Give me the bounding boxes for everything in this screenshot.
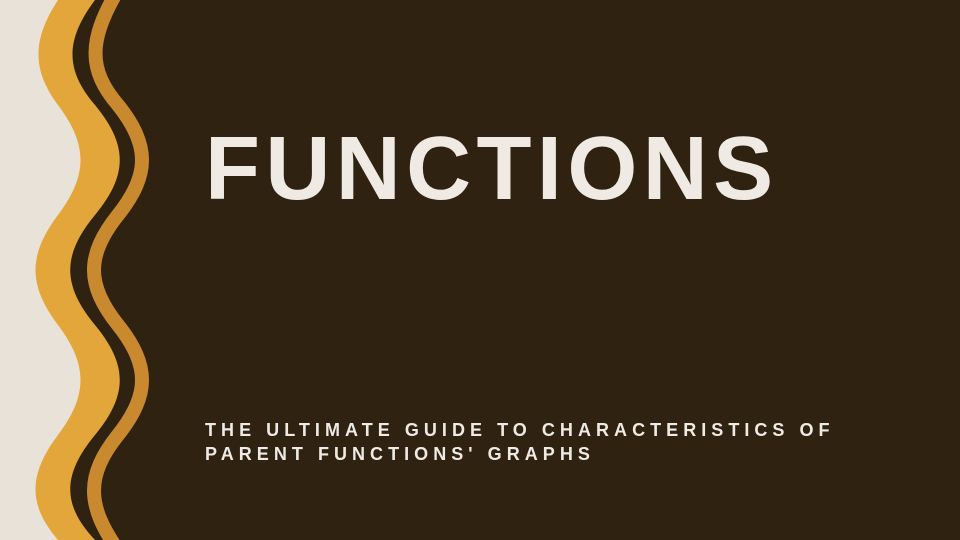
wave-inner-accent: [94, 0, 142, 540]
slide-title: FUNCTIONS: [205, 118, 779, 221]
slide: FUNCTIONS THE ULTIMATE GUIDE TO CHARACTE…: [0, 0, 960, 540]
wave-decoration: [0, 0, 220, 540]
slide-subtitle: THE ULTIMATE GUIDE TO CHARACTERISTICS OF…: [205, 418, 845, 467]
content-area: FUNCTIONS THE ULTIMATE GUIDE TO CHARACTE…: [205, 0, 905, 540]
